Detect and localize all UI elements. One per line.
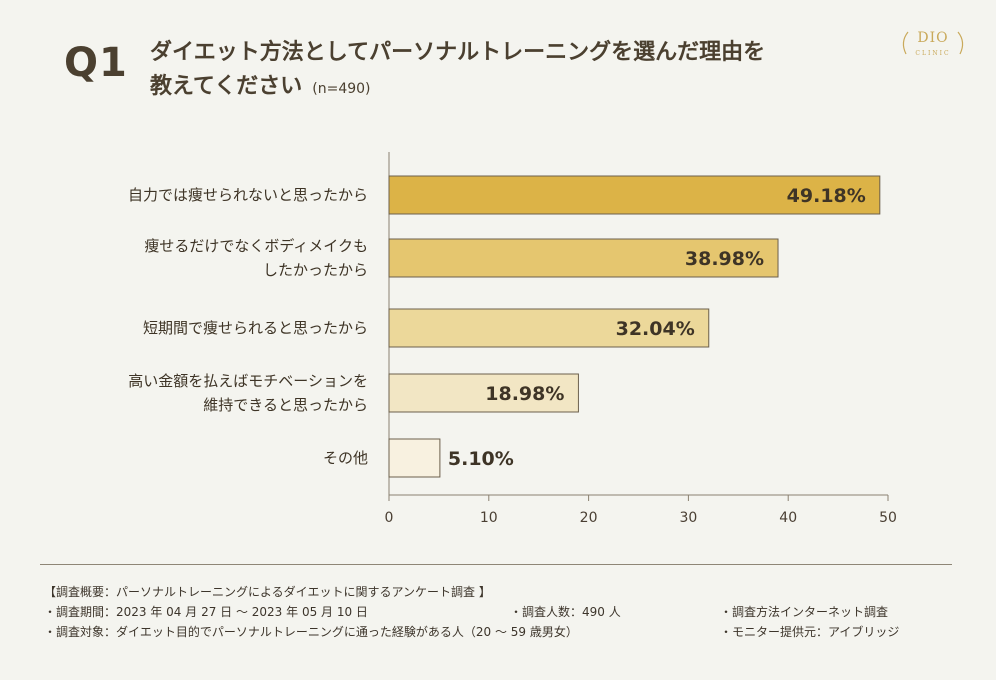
survey-provider: ・モニター提供元：アイブリッジ [720, 625, 900, 639]
survey-target: ・調査対象：ダイエット目的でパーソナルトレーニングに通った経験がある人（20 ～… [44, 625, 578, 639]
sample-size: (n=490) [312, 81, 371, 97]
question-number: Q1 [64, 40, 128, 86]
bar-value-label-4: 18.98% [485, 383, 564, 405]
survey-heading: 【調査概要：パーソナルトレーニングによるダイエットに関するアンケート調査 】 [44, 585, 491, 599]
x-tick-label-10: 10 [480, 510, 498, 526]
bar-value-label-1: 49.18% [787, 185, 866, 207]
bar-4 [388, 373, 579, 413]
category-label-5-line-1: その他 [323, 449, 368, 467]
category-label-4-line-1: 高い金額を払えばモチベーションを [128, 372, 368, 390]
survey-summary: 【調査概要：パーソナルトレーニングによるダイエットに関するアンケート調査 】 ・… [44, 582, 964, 642]
bar-3 [388, 308, 710, 348]
x-tick-label-30: 30 [679, 510, 697, 526]
title-line-1: ダイエット方法としてパーソナルトレーニングを選んだ理由を [150, 40, 766, 65]
bar-5 [388, 438, 441, 478]
x-tick-label-40: 40 [779, 510, 797, 526]
category-label-2-line-1: 痩せるだけでなくボディメイクも [144, 237, 368, 255]
x-tick-label-20: 20 [580, 510, 598, 526]
logo-main-text: DIO [917, 30, 949, 46]
bar-chart: 0 10 20 30 40 50 49.18% 自力では痩せられないと思ったから 38.98% 痩… [128, 152, 897, 526]
survey-period: ・調査期間：2023 年 04 月 27 日 ～ 2023 年 05 月 10 … [44, 605, 368, 619]
title-line-2: 教えてください [150, 74, 303, 99]
category-label-3-line-1: 短期間で痩せられると思ったから [143, 319, 368, 337]
bar-value-label-5: 5.10% [448, 448, 514, 470]
logo-sub-text: CLINIC [915, 50, 951, 57]
laurel-icon [902, 31, 964, 55]
category-label-2-line-2: したかったから [263, 261, 368, 279]
dio-clinic-logo: DIO CLINIC [898, 24, 968, 64]
x-tick-label-0: 0 [385, 510, 394, 526]
category-label-1-line-1: 自力では痩せられないと思ったから [128, 186, 368, 204]
x-tick-label-50: 50 [879, 510, 897, 526]
bar-value-label-2: 38.98% [685, 248, 764, 270]
bar-value-label-3: 32.04% [616, 318, 695, 340]
chart-title: ダイエット方法としてパーソナルトレーニングを選んだ理由を 教えてください (n=4… [150, 36, 890, 106]
survey-respondents: ・調査人数：490 人 [510, 605, 621, 619]
bar-1 [388, 175, 881, 215]
footer-divider [40, 564, 952, 565]
bar-2 [388, 238, 779, 278]
survey-method: ・調査方法インターネット調査 [720, 605, 889, 619]
category-label-4-line-2: 維持できると思ったから [203, 396, 368, 414]
